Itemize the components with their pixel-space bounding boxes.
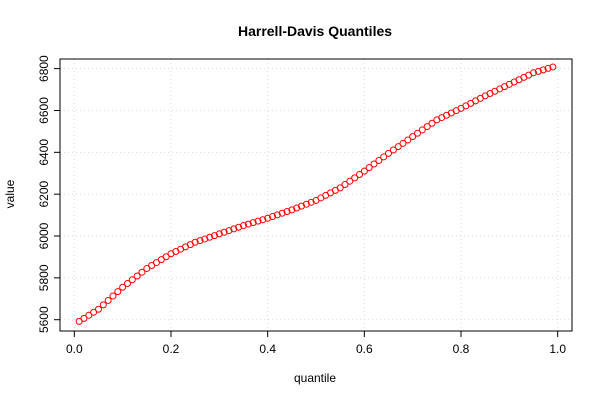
y-tick-label: 6400 bbox=[37, 139, 51, 166]
data-point bbox=[399, 139, 407, 147]
data-point bbox=[549, 63, 557, 71]
data-point bbox=[215, 230, 223, 238]
data-point bbox=[297, 202, 305, 210]
chart-title: Harrell-Davis Quantiles bbox=[238, 23, 392, 39]
data-point bbox=[80, 314, 88, 322]
data-point bbox=[191, 238, 199, 246]
data-point bbox=[370, 160, 378, 168]
data-point bbox=[94, 305, 102, 313]
y-tick-label: 6800 bbox=[37, 55, 51, 82]
data-point bbox=[206, 233, 214, 241]
x-tick-label: 0.8 bbox=[453, 342, 470, 356]
y-tick-label: 6600 bbox=[37, 97, 51, 124]
data-point bbox=[534, 67, 542, 75]
data-point bbox=[404, 136, 412, 144]
data-point bbox=[273, 211, 281, 219]
data-point bbox=[268, 213, 276, 221]
data-point bbox=[104, 296, 112, 304]
data-point bbox=[351, 174, 359, 182]
y-tick-label: 6200 bbox=[37, 180, 51, 207]
data-point bbox=[278, 209, 286, 217]
data-point bbox=[293, 204, 301, 212]
data-point bbox=[428, 119, 436, 127]
data-point bbox=[394, 143, 402, 151]
data-point bbox=[201, 235, 209, 243]
data-point bbox=[375, 156, 383, 164]
data-point bbox=[138, 268, 146, 276]
data-point bbox=[133, 272, 141, 280]
data-point bbox=[418, 126, 426, 134]
data-point bbox=[356, 170, 364, 178]
data-point bbox=[341, 181, 349, 189]
data-point bbox=[414, 129, 422, 137]
data-point bbox=[423, 123, 431, 131]
data-point bbox=[302, 200, 310, 208]
data-points bbox=[75, 63, 557, 325]
data-point bbox=[544, 64, 552, 72]
data-point bbox=[196, 237, 204, 245]
data-point bbox=[75, 317, 83, 325]
y-axis-label: value bbox=[3, 179, 17, 208]
data-point bbox=[530, 69, 538, 77]
plot-frame bbox=[59, 58, 573, 332]
data-point bbox=[389, 146, 397, 154]
x-axis: 0.0 0.2 0.4 0.6 0.8 1.0 bbox=[66, 331, 566, 356]
data-point bbox=[360, 167, 368, 175]
data-point bbox=[230, 225, 238, 233]
y-tick-label: 5600 bbox=[37, 306, 51, 333]
data-point bbox=[109, 292, 117, 300]
x-tick-label: 1.0 bbox=[549, 342, 566, 356]
grid-lines bbox=[60, 59, 572, 331]
data-point bbox=[336, 184, 344, 192]
data-point bbox=[90, 308, 98, 316]
data-point bbox=[235, 223, 243, 231]
data-point bbox=[220, 228, 228, 236]
data-point bbox=[346, 177, 354, 185]
data-point bbox=[249, 219, 257, 227]
data-point bbox=[385, 149, 393, 157]
data-point bbox=[307, 198, 315, 206]
data-point bbox=[114, 288, 122, 296]
x-tick-label: 0.4 bbox=[259, 342, 276, 356]
data-point bbox=[123, 280, 131, 288]
data-point bbox=[244, 220, 252, 228]
data-point bbox=[210, 232, 218, 240]
data-point bbox=[409, 133, 417, 141]
y-axis: 5600 5800 6000 6200 6400 6600 6800 bbox=[37, 55, 60, 333]
data-point bbox=[259, 216, 267, 224]
x-axis-label: quantile bbox=[294, 371, 336, 385]
data-point bbox=[539, 66, 547, 74]
data-point bbox=[225, 227, 233, 235]
data-point bbox=[119, 283, 127, 291]
data-point bbox=[239, 222, 247, 230]
data-point bbox=[99, 301, 107, 309]
x-tick-label: 0.2 bbox=[163, 342, 180, 356]
data-point bbox=[380, 153, 388, 161]
data-point bbox=[264, 214, 272, 222]
data-point bbox=[283, 208, 291, 216]
data-point bbox=[254, 217, 262, 225]
y-tick-label: 5800 bbox=[37, 264, 51, 291]
data-point bbox=[365, 164, 373, 172]
x-tick-label: 0.0 bbox=[66, 342, 83, 356]
y-tick-label: 6000 bbox=[37, 222, 51, 249]
data-point bbox=[85, 311, 93, 319]
data-point bbox=[128, 276, 136, 284]
data-point bbox=[288, 206, 296, 214]
x-tick-label: 0.6 bbox=[356, 342, 373, 356]
